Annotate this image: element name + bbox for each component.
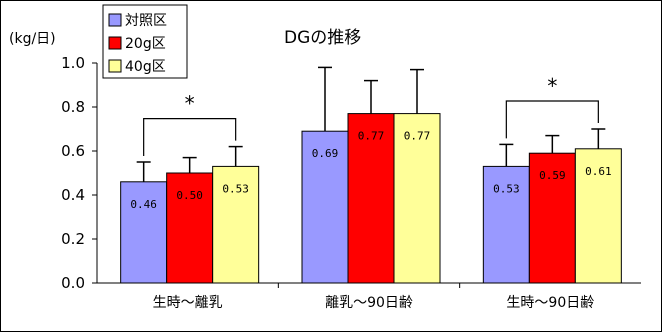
- category-label: 生時～離乳: [153, 294, 223, 311]
- data-label: 0.53: [222, 182, 249, 195]
- data-label: 0.59: [539, 169, 566, 182]
- legend-swatch: [108, 13, 122, 27]
- plot-area: 1.0 0.8 0.6 0.4 0.2 0.0 0.46 0.50 0.53 生時～離乳 * 0.69…: [61, 54, 641, 311]
- data-label: 0.50: [176, 189, 203, 202]
- legend-label: 40g区: [125, 59, 166, 75]
- data-label: 0.61: [585, 165, 612, 178]
- y-tick-label: 1.0: [61, 54, 85, 72]
- bar: [120, 181, 168, 284]
- y-tick-label: 0.4: [61, 186, 85, 204]
- data-label: 0.77: [404, 130, 431, 143]
- significance-marker: *: [185, 92, 195, 116]
- y-tick-label: 0.0: [61, 274, 85, 292]
- significance-bracket: [505, 100, 599, 139]
- bar: [166, 172, 214, 284]
- y-tick-label: 0.6: [61, 142, 85, 160]
- y-tick-label: 0.8: [61, 98, 85, 116]
- bar: [482, 165, 530, 284]
- category-label: 生時～90日齢: [506, 295, 594, 311]
- data-label: 0.77: [358, 130, 385, 143]
- data-label: 0.53: [493, 182, 520, 195]
- data-label: 0.46: [130, 198, 157, 211]
- legend-label: 対照区: [125, 13, 167, 29]
- y-tick-label: 0.2: [61, 230, 85, 248]
- y-axis-label: (kg/日): [9, 31, 56, 47]
- bar: [574, 148, 622, 284]
- chart-title: DGの推移: [284, 28, 361, 48]
- data-label: 0.69: [312, 147, 339, 160]
- significance-bracket: [143, 117, 237, 156]
- legend-swatch: [108, 59, 122, 73]
- category-label: 離乳～90日齢: [325, 294, 413, 311]
- legend-label: 20g区: [125, 36, 166, 52]
- legend-swatch: [108, 36, 122, 50]
- significance-marker: *: [547, 74, 557, 98]
- bar: [393, 113, 441, 284]
- legend: 対照区 20g区 40g区: [102, 4, 188, 79]
- bar: [347, 113, 395, 284]
- bar: [212, 165, 260, 284]
